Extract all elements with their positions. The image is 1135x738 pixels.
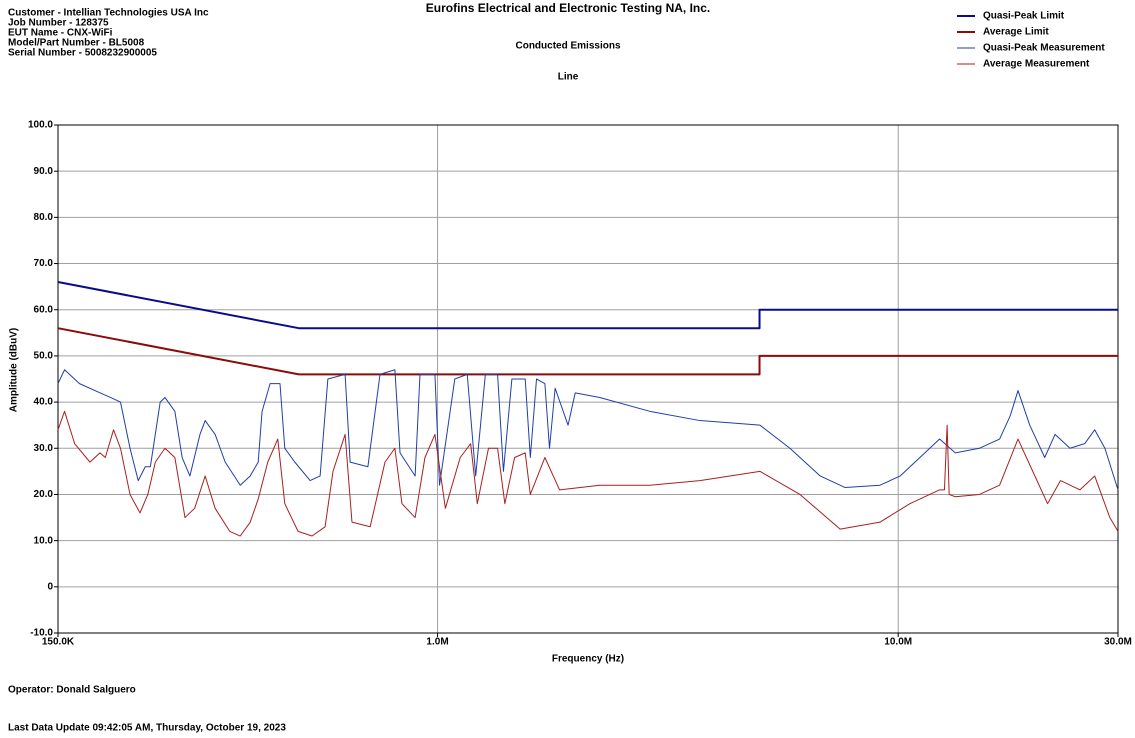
- chart-subtitle: Line: [558, 72, 579, 83]
- header-line: Job Number - 128375: [8, 18, 109, 29]
- header-line: EUT Name - CNX-WiFi: [8, 28, 113, 39]
- series-line: [57, 410, 1119, 537]
- legend-label: Quasi-Peak Measurement: [983, 43, 1105, 54]
- y-tick-label: 80.0: [34, 212, 54, 223]
- y-tick-label: 40.0: [34, 397, 54, 408]
- footer-line: Last Data Update 09:42:05 AM, Thursday, …: [8, 723, 286, 734]
- legend-label: Average Measurement: [983, 59, 1090, 70]
- header-line: Serial Number - 5008232900005: [8, 48, 157, 59]
- y-tick-label: 50.0: [34, 351, 54, 362]
- x-tick-label: 150.0K: [42, 637, 75, 648]
- x-axis-label: Frequency (Hz): [552, 654, 624, 665]
- y-tick-label: 100.0: [28, 120, 53, 131]
- y-tick-label: 90.0: [34, 166, 54, 177]
- series-line: [57, 369, 1119, 490]
- series-line: [57, 281, 1118, 330]
- y-tick-label: 0: [47, 581, 53, 592]
- y-tick-label: 70.0: [34, 258, 54, 269]
- y-tick-label: 60.0: [34, 304, 54, 315]
- plot-frame: [57, 124, 1119, 634]
- header-line: Customer - Intellian Technologies USA In…: [8, 8, 209, 19]
- y-tick-label: -10.0: [30, 628, 53, 639]
- y-tick-label: 10.0: [34, 535, 54, 546]
- header-line: Model/Part Number - BL5008: [8, 38, 145, 49]
- y-tick-label: 30.0: [34, 443, 54, 454]
- legend-label: Average Limit: [983, 27, 1049, 38]
- x-tick-label: 1.0M: [426, 637, 448, 648]
- x-tick-label: 10.0M: [884, 637, 912, 648]
- x-tick-label: 30.0M: [1104, 637, 1132, 648]
- y-axis-label: Amplitude (dBuV): [9, 328, 20, 412]
- footer-line: Operator: Donald Salguero: [8, 685, 136, 696]
- y-tick-label: 20.0: [34, 489, 54, 500]
- chart-subtitle: Conducted Emissions: [515, 41, 620, 52]
- series-line: [57, 327, 1118, 376]
- chart-title: Eurofins Electrical and Electronic Testi…: [426, 1, 711, 15]
- legend-label: Quasi-Peak Limit: [983, 11, 1065, 22]
